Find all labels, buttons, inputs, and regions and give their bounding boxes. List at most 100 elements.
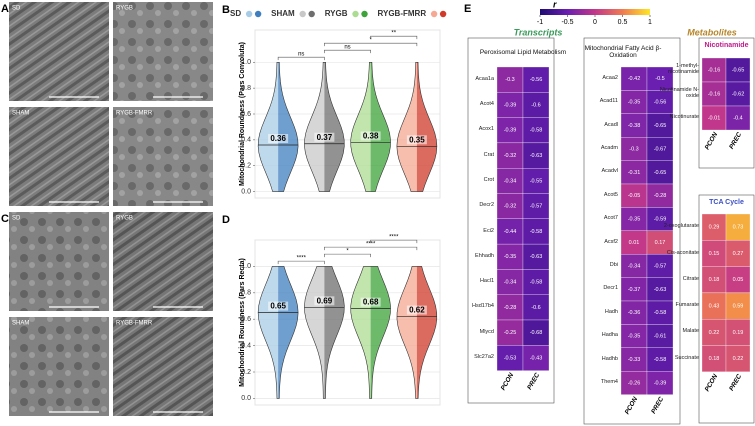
row-label: Acot5 <box>603 191 618 198</box>
significance-label: ** <box>391 31 396 37</box>
row-label-box: Acadm <box>601 145 618 151</box>
violin-half <box>258 266 279 399</box>
cell-value: -0.6 <box>531 305 540 311</box>
heatmap-cell <box>522 168 550 194</box>
row-label: Crot <box>483 176 494 183</box>
colorbar-tick-label: -0.5 <box>561 19 573 26</box>
row-label-box: Acsf2 <box>604 239 618 245</box>
row-label-box: Decr1 <box>603 285 618 292</box>
cell-value: -0.25 <box>504 330 517 336</box>
legend-dot <box>361 10 368 18</box>
row-label-box: Acadvl <box>601 168 618 174</box>
image-label: SD <box>12 216 21 222</box>
violin-half <box>416 62 437 192</box>
heatmap-cell <box>725 240 751 267</box>
median-label: 0.65 <box>270 302 286 311</box>
section-title: Transcripts <box>514 27 563 37</box>
cell-value: -0.53 <box>504 355 517 361</box>
micrograph <box>9 317 109 416</box>
violin-half <box>304 62 325 192</box>
heatmap-frame <box>698 37 755 169</box>
cell-value: 0.29 <box>709 225 720 231</box>
legend-dot <box>299 10 306 18</box>
median-label-bg <box>314 132 335 142</box>
legend-dot <box>430 10 438 18</box>
median-label-bg <box>314 296 335 306</box>
cell-value: -0.39 <box>504 102 517 108</box>
cell-value: -0.55 <box>530 178 543 184</box>
median-label-bg <box>406 135 427 145</box>
cell-value: -0.6 <box>531 102 540 108</box>
row-label: Acadl <box>604 121 618 128</box>
y-tick-label: 1.0 <box>241 59 251 66</box>
violin-half <box>258 62 279 192</box>
row-label: Crat <box>483 151 494 158</box>
heatmap-cell <box>646 371 674 395</box>
significance-bracket <box>370 239 418 244</box>
micrograph-shade <box>113 107 213 206</box>
legend-dot <box>245 10 253 18</box>
heatmap-cell <box>725 266 751 294</box>
cell-value: -0.57 <box>530 204 543 210</box>
y-tick-label: 0.2 <box>241 163 251 170</box>
row-label: Hadha <box>601 332 618 339</box>
heatmap-cell <box>496 66 524 93</box>
cell-value: -0.67 <box>654 146 667 152</box>
micrograph-shade <box>9 212 109 311</box>
cell-value: -0.56 <box>654 100 667 106</box>
heatmap-frame <box>583 37 681 425</box>
image-label: RYGB-FMRR <box>116 321 153 327</box>
heatmap-title-box: TCA Cycle <box>709 199 744 206</box>
row-label-box: Hacl1 <box>479 278 494 285</box>
cell-value: -0.43 <box>530 355 543 361</box>
micrograph-shade <box>113 2 213 101</box>
legend-dot <box>439 10 447 18</box>
heatmap-cell <box>496 269 524 295</box>
heatmap-cell <box>725 57 751 83</box>
micrograph <box>9 212 109 311</box>
cell-value: -0.62 <box>732 91 745 97</box>
heatmap-cell <box>522 294 550 321</box>
row-label: Hadhb <box>601 355 618 362</box>
row-label-box: Malate <box>682 329 699 335</box>
row-label: 2-oxoglutarate <box>663 223 699 230</box>
significance-label: ns <box>344 45 350 51</box>
row-label-box: Acox1 <box>479 126 494 132</box>
heatmap-cell <box>701 319 727 346</box>
heatmap-cell <box>496 193 524 219</box>
cell-value: -0.01 <box>708 115 721 121</box>
row-label-box: 1-methyl-nicotinamide <box>668 63 699 75</box>
panel-label: D <box>222 214 230 226</box>
row-label: Slc27a2 <box>474 354 494 361</box>
micrograph-shade <box>9 317 109 416</box>
row-label: Hadh <box>604 308 618 315</box>
violin-outline <box>350 266 391 399</box>
row-label-box: Crat <box>483 151 494 158</box>
row-label: Eci2 <box>483 227 494 234</box>
heatmap-cell <box>725 345 751 372</box>
row-label: Hacl1 <box>479 278 494 285</box>
significance-bracket <box>370 35 418 40</box>
image-label: RYGB <box>116 6 133 12</box>
cell-value: -0.5 <box>655 76 664 82</box>
heatmap-cell <box>725 292 751 320</box>
row-label: Decr1 <box>603 285 618 292</box>
cell-value: -0.34 <box>504 280 517 286</box>
cell-value: -0.39 <box>654 380 667 386</box>
median-label: 0.68 <box>363 298 379 307</box>
micrograph-shade <box>9 2 109 101</box>
heatmap-title-box: Peroxisomal Lipid Metabolism <box>480 49 566 56</box>
cell-value: -0.57 <box>654 263 667 269</box>
row-label-box: Fumarate <box>675 302 699 308</box>
heatmap-cell <box>522 269 550 295</box>
colorbar-tick-label: 1 <box>648 19 652 26</box>
cell-value: -0.44 <box>504 229 517 235</box>
violin-half <box>278 266 299 399</box>
row-label-box: Crot <box>483 176 494 183</box>
cell-value: -0.65 <box>654 170 667 176</box>
row-label-box: Them4 <box>601 379 618 385</box>
heatmap-cell <box>725 105 751 131</box>
cell-value: 0.59 <box>733 304 744 310</box>
y-axis-label: Mitochondrial Roundness (Pars Recta) <box>239 258 246 387</box>
cell-value: -0.65 <box>654 123 667 129</box>
